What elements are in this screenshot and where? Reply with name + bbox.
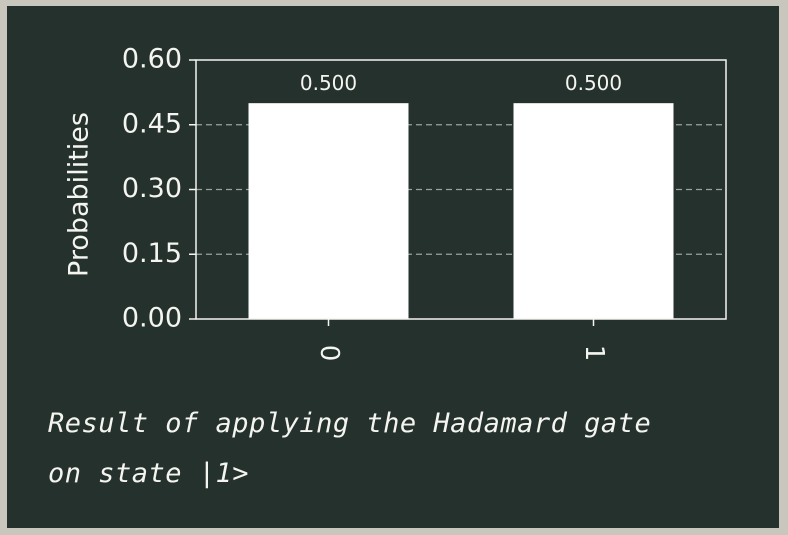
y-tick-label: 0.15 [122,238,182,269]
x-tick-label: 0 [314,345,344,362]
bar-value-label: 0.500 [300,71,357,95]
y-tick-label: 0.30 [122,173,182,204]
bar [248,103,409,320]
caption-line-2: on state |1> [48,458,250,489]
bar [513,103,674,320]
x-tick-label: 1 [579,345,609,362]
probability-bar-chart: 0.500 0 0.500 1 0.00 0.15 0.30 0.45 0.60 Probabil… [64,44,727,362]
y-tick-label: 0.45 [122,108,182,139]
y-tick-label: 0.60 [122,44,182,75]
caption-line-1: Result of applying the Hadamard gate [48,408,652,439]
bar-value-label: 0.500 [565,71,622,95]
y-axis-label: Probabilities [64,112,95,277]
y-tick-label: 0.00 [122,303,182,334]
